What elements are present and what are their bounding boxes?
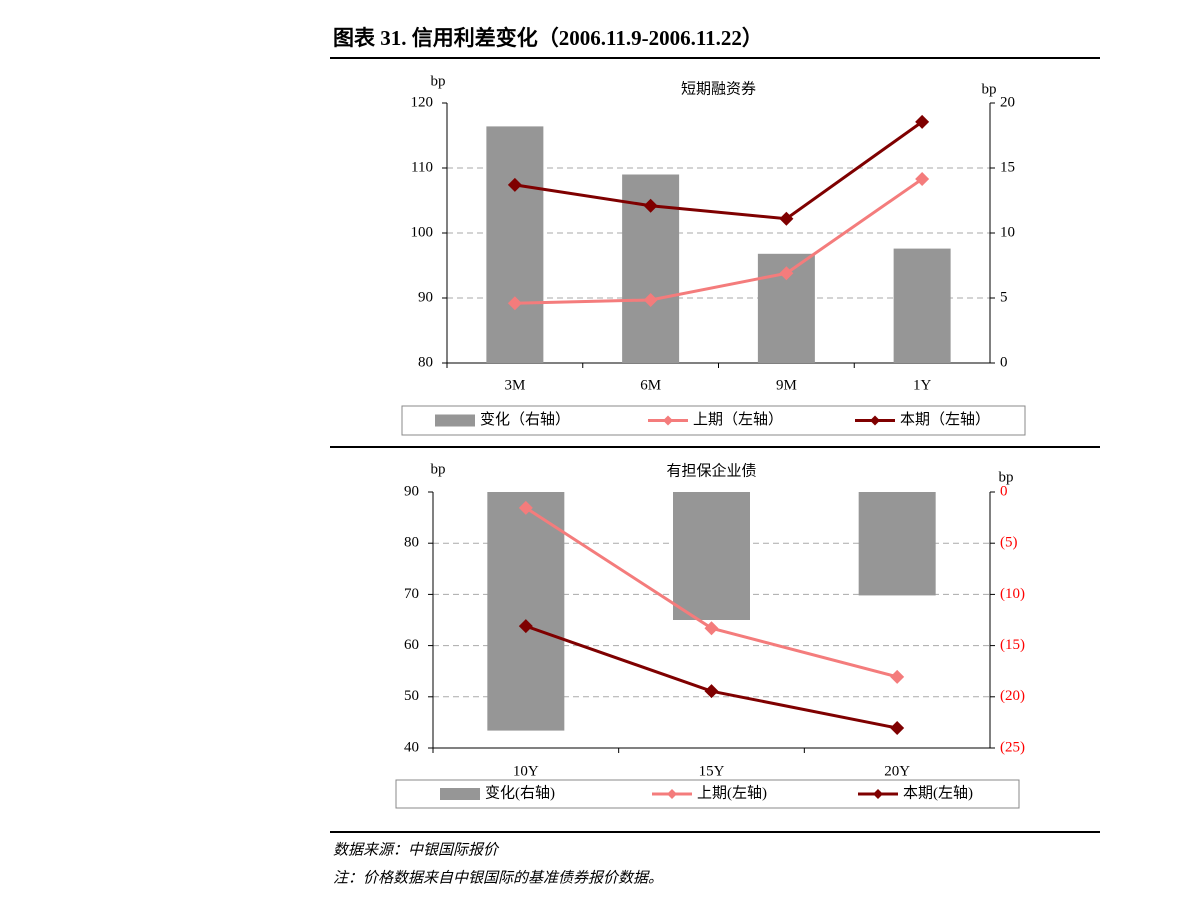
y2-axis-label: bp <box>999 469 1014 485</box>
y-tick-label: 110 <box>411 159 433 175</box>
y2-tick-label: 15 <box>1000 159 1015 175</box>
line-marker <box>704 684 719 699</box>
x-tick-label: 3M <box>504 377 525 393</box>
source-note: 数据来源：中银国际报价 <box>333 841 500 858</box>
y2-tick-label: (10) <box>1000 586 1025 602</box>
legend-marker <box>667 789 677 799</box>
x-tick-label: 9M <box>776 377 797 393</box>
y2-tick-label: 0 <box>1000 354 1008 370</box>
legend-marker <box>870 415 880 426</box>
line <box>514 177 923 305</box>
y2-tick-label: (20) <box>1000 688 1025 704</box>
bar <box>486 126 544 364</box>
y-tick-label: 70 <box>404 586 419 602</box>
line-marker <box>890 721 905 736</box>
y-axis-label: bp <box>431 461 446 477</box>
line-marker <box>518 619 533 634</box>
legend-swatch <box>440 788 480 800</box>
line-marker <box>643 198 658 213</box>
bar <box>487 492 565 731</box>
line-marker <box>779 211 794 226</box>
line-marker <box>915 172 930 187</box>
y-tick-label: 100 <box>411 224 434 240</box>
legend-label: 本期(左轴) <box>903 784 973 801</box>
line-marker <box>518 500 533 515</box>
line-marker <box>779 266 794 281</box>
x-tick-label: 6M <box>640 377 661 393</box>
line-marker <box>643 292 658 307</box>
x-tick-label: 1Y <box>913 377 932 393</box>
bar <box>858 492 936 596</box>
y-tick-label: 40 <box>404 739 419 755</box>
doc-title: 图表 31. 信用利差变化（2006.11.9-2006.11.22） <box>333 26 763 50</box>
bar <box>673 492 750 620</box>
line-marker <box>915 114 930 129</box>
y-tick-label: 120 <box>411 94 434 110</box>
x-tick-label: 20Y <box>884 763 910 779</box>
line-marker <box>890 669 905 684</box>
y-tick-label: 80 <box>418 354 433 370</box>
y2-tick-label: (25) <box>1000 739 1025 755</box>
y-tick-label: 80 <box>404 535 419 551</box>
legend-label: 变化(右轴) <box>485 784 555 801</box>
y2-tick-label: (15) <box>1000 637 1025 653</box>
y-tick-label: 90 <box>404 483 419 499</box>
y-tick-label: 60 <box>404 637 419 653</box>
y2-tick-label: 0 <box>1000 483 1008 499</box>
line-marker <box>507 296 522 311</box>
bar <box>893 248 951 363</box>
y-tick-label: 50 <box>404 688 419 704</box>
chart-title: 有担保企业债 <box>666 461 756 479</box>
x-tick-label: 15Y <box>699 763 725 779</box>
legend-label: 本期（左轴） <box>900 411 990 428</box>
y2-tick-label: 20 <box>1000 94 1015 110</box>
legend-label: 上期（左轴） <box>693 411 783 428</box>
y2-tick-label: 10 <box>1000 224 1015 240</box>
y-axis-label: bp <box>431 73 446 89</box>
note: 注：价格数据来自中银国际的基准债券报价数据。 <box>333 869 663 886</box>
legend-label: 上期(左轴) <box>697 784 767 801</box>
line-marker <box>704 621 719 636</box>
x-tick-label: 10Y <box>513 763 539 779</box>
legend-label: 变化（右轴） <box>480 411 570 428</box>
legend-box <box>395 779 1020 809</box>
chart-title: 短期融资券 <box>681 80 756 97</box>
y2-tick-label: (5) <box>1000 535 1018 551</box>
legend-marker <box>873 789 883 799</box>
line <box>514 120 923 221</box>
legend-swatch <box>435 414 475 427</box>
line-marker <box>507 177 522 192</box>
y2-tick-label: 5 <box>1000 289 1008 305</box>
y2-axis-label: bp <box>982 81 997 97</box>
line <box>525 624 898 730</box>
legend-box <box>401 405 1026 436</box>
legend-marker <box>663 415 673 426</box>
y-tick-label: 90 <box>418 289 433 305</box>
